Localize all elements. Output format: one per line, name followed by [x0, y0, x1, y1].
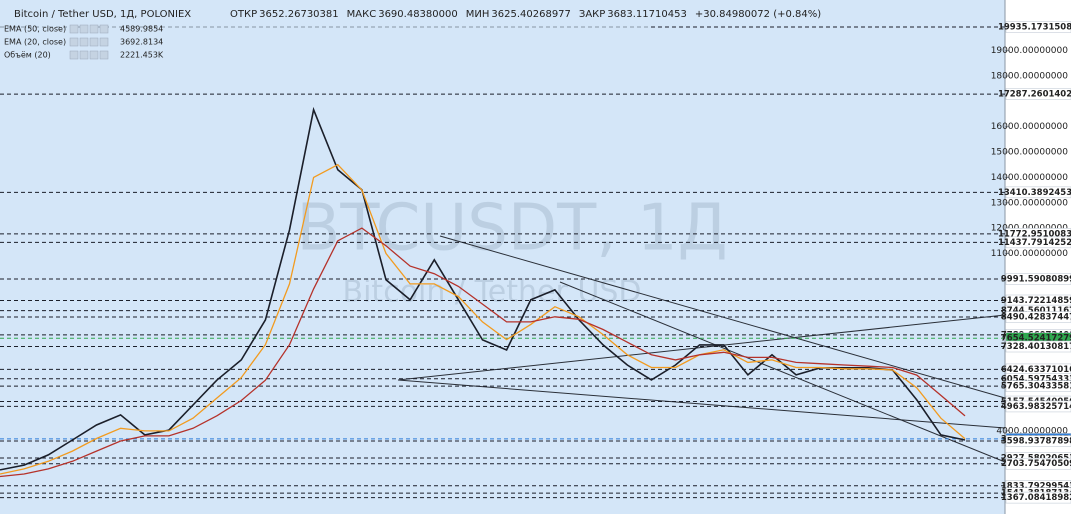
- level-labels: 19935.17315081 17287.26014022 13410.389245…: [998, 21, 1071, 504]
- indicator-button: [99, 24, 109, 34]
- level-label: 9991.59080899: [1001, 275, 1071, 285]
- watermark-subtitle: Bitcoin / Tether USD: [343, 275, 642, 310]
- ohlc-name: ОТКР: [230, 9, 257, 20]
- level-label: 9143.72214859: [1001, 296, 1071, 306]
- level-label: 5765.30433581: [1001, 382, 1071, 392]
- level-label-bg: [1005, 21, 1071, 33]
- level-label: 13410.38924537: [998, 188, 1071, 198]
- ema-line: [0, 163, 966, 475]
- level-label: 7654.52417279: [1001, 334, 1071, 344]
- indicator-button: [69, 24, 79, 34]
- level-label: 6424.63371016: [1001, 365, 1071, 375]
- ohlc-change: +30.84980072 (+0.84%): [695, 9, 821, 20]
- indicator-name: Объём (20): [4, 51, 51, 60]
- indicator-extra: 1.453K: [135, 51, 164, 60]
- level-label: 8490.42837447: [1001, 313, 1071, 323]
- trend-line: [559, 281, 1006, 463]
- indicator-value: 222: [120, 51, 135, 60]
- y-tick-label: 14000.00000000: [991, 173, 1069, 183]
- level-label: 4963.98325714: [1001, 402, 1071, 412]
- level-label: 3598.93787898: [1001, 437, 1071, 447]
- header: Bitcoin / Tether USD, 1Д, POLONIEX: [0, 0, 650, 62]
- level-label: 6054.59754333: [1001, 374, 1071, 384]
- indicator-button: [79, 24, 89, 34]
- y-tick-label: 16000.00000000: [991, 122, 1069, 132]
- level-label-bg: [1005, 186, 1071, 199]
- ohlc: ОТКР 3652.26730381 МАКС 3690.48380000 МИН 362…: [230, 9, 821, 20]
- indicator-button: [79, 37, 89, 47]
- level-label-bg: [1005, 491, 1071, 504]
- price-line: [0, 106, 966, 471]
- level-label-bg: [1005, 88, 1071, 100]
- y-tick-label: 4000.00000000: [996, 426, 1068, 436]
- level-label-bg: [1005, 400, 1071, 413]
- indicator-button: [99, 37, 109, 47]
- indicator-value: 4589.9854: [120, 25, 163, 34]
- indicator-button: [89, 24, 99, 34]
- level-label: 2703.75470509: [1001, 459, 1071, 469]
- ohlc-value: 3690.48380000: [378, 9, 458, 20]
- level-label-bg: [1005, 457, 1071, 470]
- ema-line: [0, 227, 966, 478]
- indicator-button: [69, 50, 79, 60]
- level-label: 8744.56011167: [1001, 306, 1071, 316]
- level-label: 1833.79299543: [1001, 481, 1071, 491]
- level-label: 11772.95100834: [998, 229, 1071, 239]
- series: [0, 106, 966, 478]
- y-tick-label: 15000.00000000: [991, 148, 1069, 158]
- ohlc-value: 3683.11710453: [607, 9, 687, 20]
- watermark-title: BTCUSDT, 1Д: [296, 192, 727, 266]
- indicator-button: [89, 37, 99, 47]
- indicator-button: [99, 50, 109, 60]
- ohlc-name: МИН: [466, 9, 490, 20]
- trend-line: [397, 379, 1006, 429]
- level-label-bg: [1005, 435, 1071, 447]
- y-tick-label: 19000.00000000: [991, 46, 1069, 56]
- ohlc-value: 3625.40268977: [491, 9, 571, 20]
- price-axis: [1005, 0, 1071, 514]
- indicator-name: EMA (50, close): [4, 25, 66, 34]
- level-label: 7328.40130817: [1001, 342, 1071, 352]
- indicator-button: [79, 50, 89, 60]
- symbol-title: Bitcoin / Tether USD, 1Д, POLONIEX: [14, 9, 191, 20]
- indicator-button: [89, 50, 99, 60]
- header-bg: [0, 0, 650, 62]
- level-label-bg: [1005, 236, 1071, 249]
- indicator-value: 3692.8134: [120, 38, 163, 47]
- y-tick-label: 11000.00000000: [991, 249, 1069, 259]
- level-label-bg: [1005, 380, 1071, 392]
- level-label-bg: [1005, 311, 1071, 323]
- watermark: BTCUSDT, 1Д Bitcoin / Tether USD: [296, 192, 727, 310]
- level-label: 1367.08418982: [1001, 493, 1071, 503]
- indicator-legend: EMA (50, close) 4589.9854 EMA (20, close) 3…: [4, 25, 164, 60]
- level-label: 11437.79142525: [998, 238, 1071, 248]
- ohlc-name: ЗАКР: [579, 9, 605, 20]
- ohlc-value: 3652.26730381: [259, 9, 339, 20]
- y-tick-label: 13000.00000000: [991, 198, 1069, 208]
- level-label: 19935.17315081: [998, 22, 1071, 32]
- y-tick-label: 18000.00000000: [991, 72, 1069, 82]
- indicator-name: EMA (20, close): [4, 38, 66, 47]
- plot-background: [0, 0, 1005, 514]
- level-label-bg: [1005, 273, 1071, 285]
- indicator-button: [69, 37, 79, 47]
- level-label: 17287.26014022: [998, 90, 1071, 100]
- ohlc-name: МАКС: [347, 9, 377, 20]
- level-label-bg: [1005, 340, 1071, 353]
